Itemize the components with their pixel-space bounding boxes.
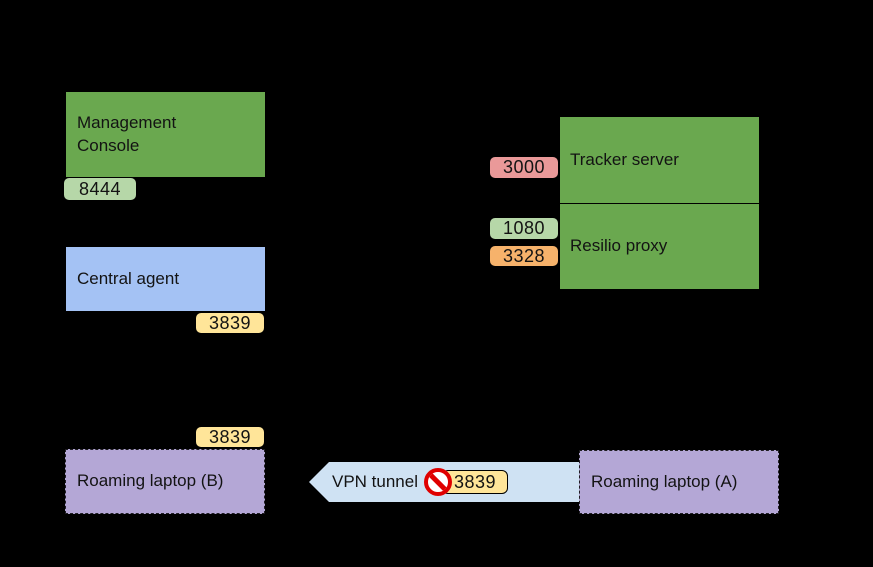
- node-resilio-proxy: Resilio proxy: [560, 202, 759, 290]
- port-badge-8444: 8444: [63, 177, 137, 201]
- node-roaming-laptop-b: Roaming laptop (B): [65, 449, 265, 514]
- node-label: Roaming laptop (A): [591, 471, 738, 491]
- port-badge-3839-blocked: 3839: [442, 470, 508, 494]
- node-tracker-server: Tracker server: [560, 117, 759, 203]
- node-management-console: Management Console: [66, 92, 265, 177]
- port-badge-1080: 1080: [489, 217, 559, 240]
- no-entry-icon: [424, 468, 452, 496]
- port-badge-3328: 3328: [489, 245, 559, 267]
- node-label: Roaming laptop (B): [77, 471, 224, 491]
- port-badge-3839-central-agent: 3839: [195, 312, 265, 334]
- node-roaming-laptop-a: Roaming laptop (A): [579, 450, 779, 514]
- node-central-agent: Central agent: [66, 247, 265, 311]
- port-badge-3839-laptop-b: 3839: [195, 426, 265, 448]
- node-label: Management Console: [77, 113, 177, 155]
- vpn-tunnel-label: VPN tunnel: [332, 472, 418, 491]
- no-entry-slash: [428, 472, 448, 492]
- node-label: Central agent: [77, 268, 180, 288]
- port-badge-3000: 3000: [489, 156, 559, 179]
- node-server-stack: Tracker server Resilio proxy: [560, 117, 759, 289]
- vpn-tunnel-arrow: VPN tunnel 3839: [309, 462, 579, 502]
- node-label: Tracker server: [570, 149, 679, 169]
- node-label: Resilio proxy: [570, 236, 668, 256]
